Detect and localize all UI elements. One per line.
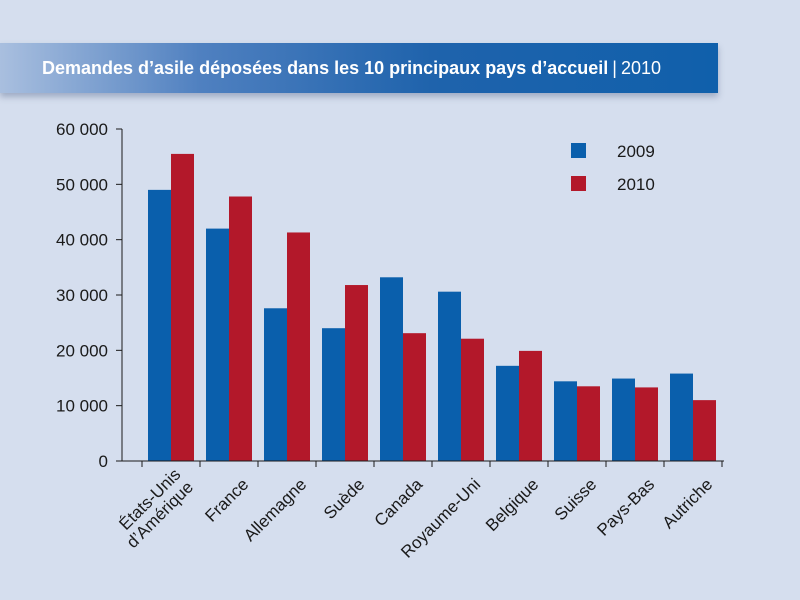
legend-label-2010: 2010: [617, 175, 655, 194]
bar-2009: [148, 189, 171, 461]
x-tick-label-line: Allemagne: [240, 475, 310, 545]
bar-2010: [287, 232, 310, 461]
bar-2009: [612, 378, 635, 461]
title-band: Demandes d’asile déposées dans les 10 pr…: [0, 43, 718, 93]
y-tick-label: 40 000: [56, 231, 108, 250]
x-tick-label-line: Belgique: [482, 475, 542, 535]
x-tick-label: Pays-Bas: [593, 475, 658, 540]
bar-2009: [496, 365, 519, 461]
x-tick-label: Suède: [320, 475, 368, 523]
bar-2009: [322, 328, 345, 461]
y-tick-label: 0: [99, 452, 108, 471]
x-tick-label-line: Suisse: [551, 475, 601, 525]
x-tick-label-line: Autriche: [659, 475, 717, 533]
x-tick-label: États-Unisd’Amérique: [110, 465, 197, 552]
bar-2010: [229, 196, 252, 462]
x-tick-label: Allemagne: [240, 475, 310, 545]
x-tick-label-line: Pays-Bas: [593, 475, 658, 540]
bar-2010: [461, 338, 484, 461]
x-tick-label-line: Suède: [320, 475, 368, 523]
x-tick-label-line: France: [201, 475, 252, 526]
chart-title: Demandes d’asile déposées dans les 10 pr…: [42, 43, 661, 93]
bar-2010: [577, 386, 600, 461]
bar-2009: [380, 277, 403, 461]
y-tick-label: 50 000: [56, 175, 108, 194]
x-tick-label: France: [201, 475, 252, 526]
bar-2009: [554, 381, 577, 461]
y-tick-label: 60 000: [56, 120, 108, 139]
legend-swatch-2010: [571, 176, 586, 191]
chart-title-separator: |: [612, 58, 617, 78]
bar-2010: [519, 350, 542, 461]
x-tick-label: Autriche: [659, 475, 717, 533]
bar-2010: [693, 400, 716, 461]
x-tick-label: Suisse: [551, 475, 601, 525]
legend-swatch-2009: [571, 143, 586, 158]
x-tick-label: Belgique: [482, 475, 542, 535]
bar-2009: [206, 228, 229, 461]
bar-2010: [171, 153, 194, 461]
bar-2009: [670, 373, 693, 461]
x-tick-label: Canada: [371, 474, 427, 530]
bar-2010: [635, 387, 658, 461]
x-tick-label-line: Canada: [371, 474, 427, 530]
chart-title-year: 2010: [620, 58, 661, 78]
y-tick-label: 30 000: [56, 286, 108, 305]
bar-2009: [438, 291, 461, 461]
legend-label-2009: 2009: [617, 142, 655, 161]
y-tick-label: 10 000: [56, 397, 108, 416]
bar-2010: [345, 285, 368, 461]
bar-2009: [264, 308, 287, 461]
y-tick-label: 20 000: [56, 341, 108, 360]
bar-2010: [403, 333, 426, 461]
chart-title-main: Demandes d’asile déposées dans les 10 pr…: [42, 58, 609, 78]
